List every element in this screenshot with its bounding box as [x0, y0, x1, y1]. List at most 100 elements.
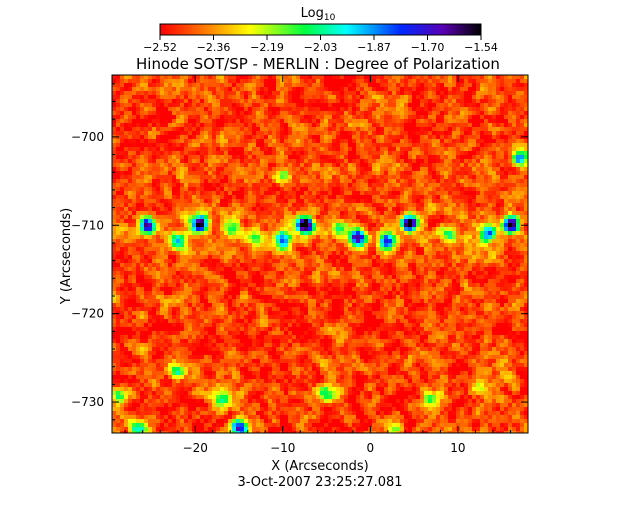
heatmap-cell [288, 103, 292, 107]
heatmap-cell [508, 75, 512, 79]
heatmap-cell [352, 179, 356, 183]
heatmap-cell [280, 183, 284, 187]
heatmap-cell [144, 247, 148, 251]
heatmap-cell [408, 171, 412, 175]
heatmap-cell [376, 171, 380, 175]
heatmap-cell [120, 119, 124, 123]
heatmap-cell [196, 111, 200, 115]
heatmap-cell [128, 159, 132, 163]
heatmap-cell [312, 187, 316, 191]
heatmap-cell [312, 111, 316, 115]
heatmap-cell [216, 87, 220, 91]
heatmap-cell [308, 127, 312, 131]
heatmap-cell [344, 191, 348, 195]
heatmap-cell [332, 195, 336, 199]
heatmap-cell [208, 91, 212, 95]
heatmap-cell [112, 239, 116, 243]
heatmap-cell [352, 75, 356, 79]
heatmap-cell [488, 147, 492, 151]
heatmap-cell [116, 247, 120, 251]
heatmap-cell [376, 211, 380, 215]
heatmap-cell [524, 211, 528, 215]
heatmap-cell [392, 103, 396, 107]
heatmap-cell [516, 107, 520, 111]
heatmap-cell [220, 99, 224, 103]
heatmap-cell [516, 111, 520, 115]
heatmap-cell [372, 83, 376, 87]
heatmap-cell [368, 139, 372, 143]
heatmap-cell [480, 127, 484, 131]
heatmap-cell [356, 203, 360, 207]
heatmap-cell [460, 167, 464, 171]
heatmap-cell [200, 99, 204, 103]
heatmap-cell [356, 183, 360, 187]
heatmap-cell [524, 195, 528, 199]
heatmap-cell [316, 203, 320, 207]
heatmap-cell [452, 107, 456, 111]
heatmap-cell [348, 83, 352, 87]
heatmap-cell [212, 131, 216, 135]
heatmap-cell [260, 83, 264, 87]
heatmap-cell [240, 195, 244, 199]
heatmap-cell [316, 255, 320, 259]
heatmap-cell [484, 159, 488, 163]
heatmap-cell [348, 87, 352, 91]
heatmap-cell [484, 175, 488, 179]
heatmap-cell [148, 131, 152, 135]
heatmap-cell [164, 147, 168, 151]
heatmap-cell [300, 143, 304, 147]
heatmap-cell [520, 107, 524, 111]
heatmap-cell [308, 255, 312, 259]
heatmap-cell [452, 227, 456, 231]
heatmap-cell [264, 243, 268, 247]
heatmap-cell [504, 211, 508, 215]
heatmap-cell [224, 135, 228, 139]
heatmap-cell [436, 111, 440, 115]
heatmap-cell [380, 83, 384, 87]
heatmap-cell [148, 259, 152, 263]
heatmap-cell [512, 119, 516, 123]
heatmap-cell [288, 91, 292, 95]
heatmap-cell [140, 175, 144, 179]
heatmap-cell [144, 183, 148, 187]
heatmap-cell [204, 191, 208, 195]
heatmap-cell [188, 151, 192, 155]
heatmap-cell [424, 103, 428, 107]
heatmap-cell [316, 211, 320, 215]
heatmap-cell [120, 127, 124, 131]
heatmap-cell [500, 107, 504, 111]
heatmap-cell [288, 107, 292, 111]
heatmap-cell [500, 159, 504, 163]
heatmap-cell [464, 107, 468, 111]
heatmap-cell [280, 151, 284, 155]
heatmap-cell [388, 143, 392, 147]
heatmap-cell [264, 83, 268, 87]
heatmap-cell [248, 171, 252, 175]
heatmap-cell [396, 247, 400, 251]
heatmap-cell [424, 219, 428, 223]
colorbar-tick-label: −1.70 [411, 41, 445, 54]
heatmap-cell [416, 195, 420, 199]
heatmap-cell [328, 179, 332, 183]
heatmap-cell [480, 115, 484, 119]
heatmap-cell [296, 159, 300, 163]
heatmap-cell [464, 139, 468, 143]
heatmap-cell [276, 215, 280, 219]
heatmap-cell [360, 115, 364, 119]
heatmap-cell [188, 135, 192, 139]
heatmap-cell [148, 231, 152, 235]
heatmap-cell [400, 219, 404, 223]
heatmap-cell [464, 239, 468, 243]
heatmap-cell [368, 163, 372, 167]
heatmap-cell [476, 247, 480, 251]
heatmap-cell [216, 167, 220, 171]
heatmap-cell [292, 123, 296, 127]
heatmap-cell [452, 255, 456, 259]
heatmap-cell [396, 155, 400, 159]
heatmap-cell [308, 191, 312, 195]
heatmap-cell [432, 179, 436, 183]
heatmap-cell [372, 155, 376, 159]
heatmap-cell [480, 195, 484, 199]
heatmap-cell [156, 111, 160, 115]
heatmap-cell [440, 79, 444, 83]
